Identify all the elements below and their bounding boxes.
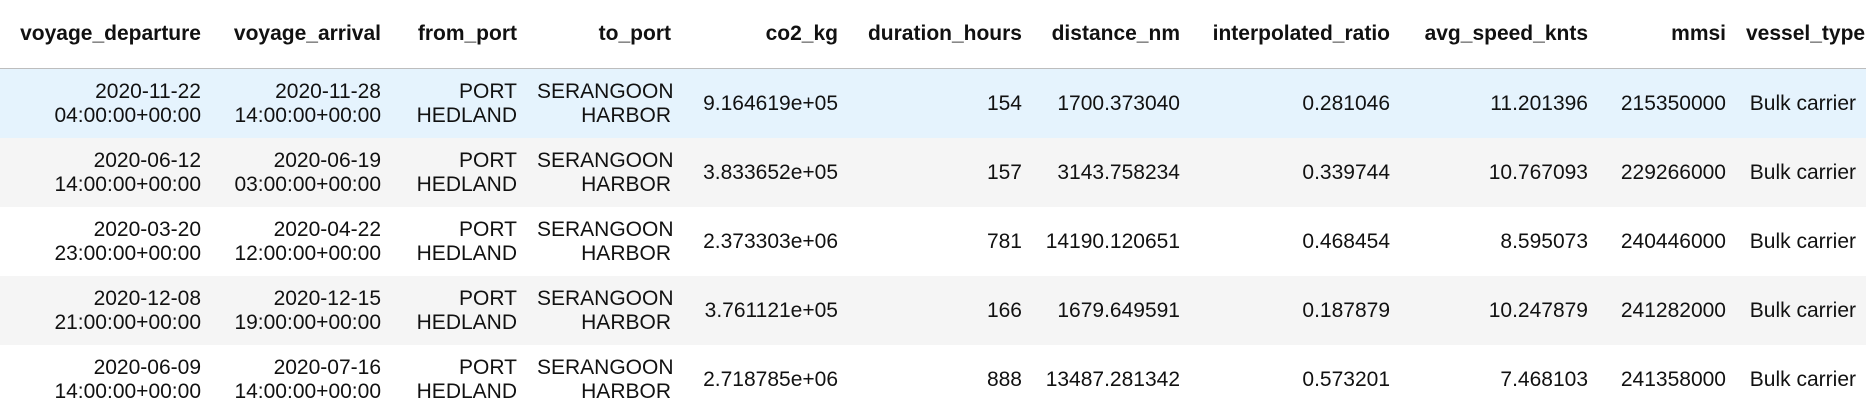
to-port-cell: SERANGOON HARBOR: [527, 68, 681, 138]
avg-speed-knts-cell: 10.247879: [1400, 276, 1598, 345]
header-row: voyage_departure voyage_arrival from_por…: [0, 0, 1866, 69]
duration-hours-cell: 154: [848, 68, 1032, 138]
distance-nm-cell: 3143.758234: [1032, 138, 1190, 207]
distance-nm-cell: 13487.281342: [1032, 345, 1190, 414]
col-header-vessel-type: vessel_type: [1736, 0, 1866, 69]
col-header-avg-speed-knts: avg_speed_knts: [1400, 0, 1598, 69]
interpolated-ratio-cell: 0.187879: [1190, 276, 1400, 345]
col-header-interpolated-ratio: interpolated_ratio: [1190, 0, 1400, 69]
co2-kg-cell: 2.718785e+06: [681, 345, 848, 414]
distance-nm-cell: 1700.373040: [1032, 68, 1190, 138]
interpolated-ratio-cell: 0.573201: [1190, 345, 1400, 414]
mmsi-cell: 215350000: [1598, 68, 1736, 138]
table-row[interactable]: 2020-11-22 04:00:00+00:00 2020-11-28 14:00…: [0, 68, 1866, 138]
avg-speed-knts-cell: 11.201396: [1400, 68, 1598, 138]
col-header-mmsi: mmsi: [1598, 0, 1736, 69]
mmsi-cell: 241282000: [1598, 276, 1736, 345]
duration-hours-cell: 157: [848, 138, 1032, 207]
vessel-type-cell: Bulk carrier: [1736, 207, 1866, 276]
mmsi-cell: 241358000: [1598, 345, 1736, 414]
table-body: 2020-11-22 04:00:00+00:00 2020-11-28 14:00…: [0, 68, 1866, 414]
arrival-cell: 2020-11-28 14:00:00+00:00: [211, 68, 391, 138]
departure-cell: 2020-11-22 04:00:00+00:00: [0, 68, 211, 138]
vessel-type-cell: Bulk carrier: [1736, 138, 1866, 207]
interpolated-ratio-cell: 0.468454: [1190, 207, 1400, 276]
co2-kg-cell: 9.164619e+05: [681, 68, 848, 138]
vessel-type-cell: Bulk carrier: [1736, 345, 1866, 414]
distance-nm-cell: 1679.649591: [1032, 276, 1190, 345]
mmsi-cell: 229266000: [1598, 138, 1736, 207]
departure-cell: 2020-12-08 21:00:00+00:00: [0, 276, 211, 345]
from-port-cell: PORT HEDLAND: [391, 207, 527, 276]
col-header-voyage-arrival: voyage_arrival: [211, 0, 391, 69]
distance-nm-cell: 14190.120651: [1032, 207, 1190, 276]
from-port-cell: PORT HEDLAND: [391, 345, 527, 414]
col-header-distance-nm: distance_nm: [1032, 0, 1190, 69]
avg-speed-knts-cell: 7.468103: [1400, 345, 1598, 414]
avg-speed-knts-cell: 10.767093: [1400, 138, 1598, 207]
vessel-type-cell: Bulk carrier: [1736, 68, 1866, 138]
interpolated-ratio-cell: 0.281046: [1190, 68, 1400, 138]
duration-hours-cell: 888: [848, 345, 1032, 414]
col-header-duration-hours: duration_hours: [848, 0, 1032, 69]
col-header-voyage-departure: voyage_departure: [0, 0, 211, 69]
co2-kg-cell: 3.833652e+05: [681, 138, 848, 207]
arrival-cell: 2020-04-22 12:00:00+00:00: [211, 207, 391, 276]
duration-hours-cell: 781: [848, 207, 1032, 276]
duration-hours-cell: 166: [848, 276, 1032, 345]
col-header-from-port: from_port: [391, 0, 527, 69]
to-port-cell: SERANGOON HARBOR: [527, 345, 681, 414]
table-row[interactable]: 2020-03-20 23:00:00+00:00 2020-04-22 12:00…: [0, 207, 1866, 276]
from-port-cell: PORT HEDLAND: [391, 276, 527, 345]
table-header: voyage_departure voyage_arrival from_por…: [0, 0, 1866, 69]
mmsi-cell: 240446000: [1598, 207, 1736, 276]
arrival-cell: 2020-06-19 03:00:00+00:00: [211, 138, 391, 207]
departure-cell: 2020-03-20 23:00:00+00:00: [0, 207, 211, 276]
to-port-cell: SERANGOON HARBOR: [527, 207, 681, 276]
arrival-cell: 2020-12-15 19:00:00+00:00: [211, 276, 391, 345]
departure-cell: 2020-06-09 14:00:00+00:00: [0, 345, 211, 414]
avg-speed-knts-cell: 8.595073: [1400, 207, 1598, 276]
vessel-type-cell: Bulk carrier: [1736, 276, 1866, 345]
co2-kg-cell: 2.373303e+06: [681, 207, 848, 276]
table-row[interactable]: 2020-12-08 21:00:00+00:00 2020-12-15 19:00…: [0, 276, 1866, 345]
co2-kg-cell: 3.761121e+05: [681, 276, 848, 345]
arrival-cell: 2020-07-16 14:00:00+00:00: [211, 345, 391, 414]
table-row[interactable]: 2020-06-12 14:00:00+00:00 2020-06-19 03:00…: [0, 138, 1866, 207]
col-header-co2-kg: co2_kg: [681, 0, 848, 69]
to-port-cell: SERANGOON HARBOR: [527, 276, 681, 345]
from-port-cell: PORT HEDLAND: [391, 68, 527, 138]
departure-cell: 2020-06-12 14:00:00+00:00: [0, 138, 211, 207]
interpolated-ratio-cell: 0.339744: [1190, 138, 1400, 207]
col-header-to-port: to_port: [527, 0, 681, 69]
from-port-cell: PORT HEDLAND: [391, 138, 527, 207]
to-port-cell: SERANGOON HARBOR: [527, 138, 681, 207]
table-row[interactable]: 2020-06-09 14:00:00+00:00 2020-07-16 14:00…: [0, 345, 1866, 414]
